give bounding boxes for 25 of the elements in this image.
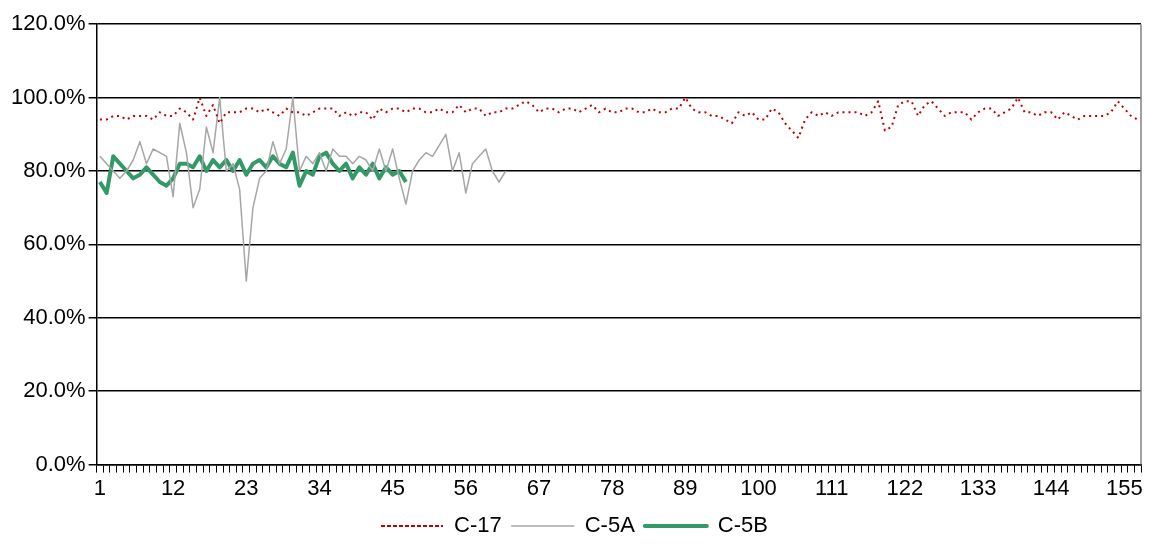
x-tick-label: 122 [886, 474, 924, 500]
x-tick-label: 111 [814, 474, 849, 500]
x-tick-label: 100 [740, 474, 777, 500]
x-tick-label: 34 [307, 474, 332, 500]
y-tick-label: 120.0% [10, 10, 86, 36]
legend-label: C-17 [454, 512, 502, 538]
x-tick-label: 89 [673, 474, 698, 500]
legend-label: C-5B [717, 512, 768, 538]
y-tick-label: 20.0% [23, 377, 86, 403]
y-tick-label: 100.0% [10, 83, 86, 109]
y-tick-label: 60.0% [23, 230, 86, 256]
legend-label: C-5A [584, 512, 636, 538]
y-tick-label: 0.0% [35, 450, 86, 476]
x-tick-label: 144 [1032, 474, 1070, 500]
x-tick-label: 133 [959, 474, 997, 500]
y-tick-label: 40.0% [23, 303, 86, 329]
x-tick-label: 1 [93, 474, 107, 500]
x-tick-label: 56 [453, 474, 479, 500]
x-tick-label: 45 [380, 474, 405, 500]
x-tick-label: 12 [160, 474, 186, 500]
x-tick-label: 155 [1106, 474, 1143, 500]
x-tick-label: 67 [526, 474, 552, 500]
y-tick-label: 80.0% [23, 157, 86, 183]
x-tick-label: 78 [599, 474, 625, 500]
x-tick-label: 23 [234, 474, 259, 500]
